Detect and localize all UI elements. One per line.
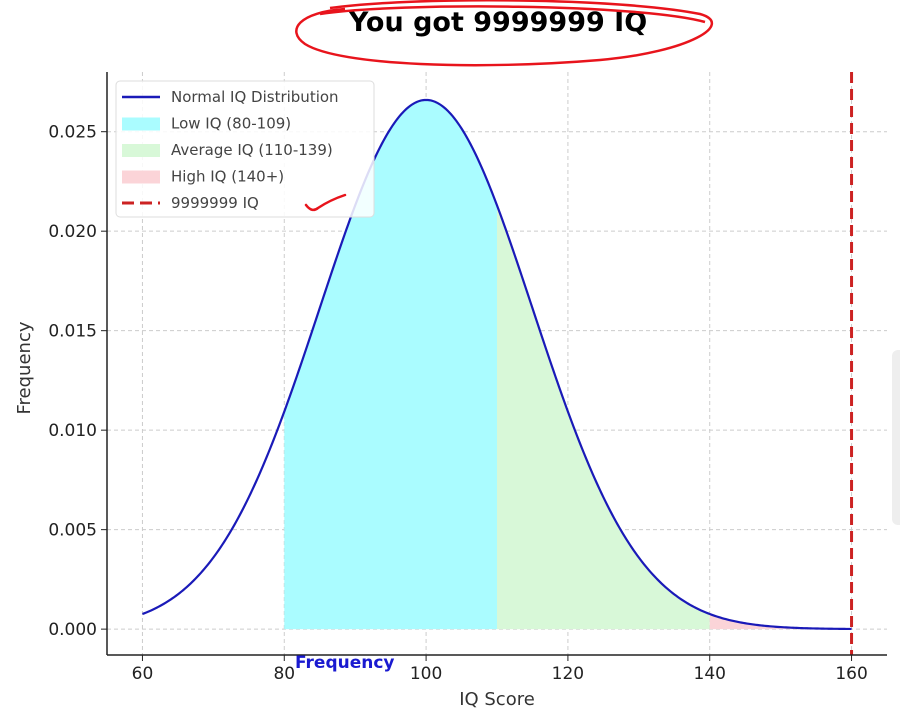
chart-title: You got 9999999 IQ [348,7,647,38]
legend-swatch-fill [122,144,160,157]
x-tick-label: 120 [552,664,584,684]
frequency-annotation: Frequency [295,653,395,673]
legend-entry: Average IQ (110-139) [171,141,333,159]
fill-region-1 [497,205,710,630]
y-tick-label: 0.015 [48,322,97,342]
side-panel-edge[interactable] [892,350,900,525]
legend-swatch-fill [122,170,160,184]
legend-entry: Normal IQ Distribution [171,88,339,106]
y-tick-label: 0.000 [48,620,97,640]
x-tick-label: 140 [694,664,726,684]
y-tick-label: 0.010 [48,421,97,441]
checkmark-scribble [304,193,347,212]
x-tick-label: 160 [835,664,867,684]
legend-entry: 9999999 IQ [171,194,259,212]
y-tick-label: 0.025 [48,123,97,143]
title-scribble-circle [295,0,714,67]
x-tick-label: 80 [273,664,295,684]
legend-entry: Low IQ (80-109) [171,115,291,133]
y-axis-label: Frequency [14,321,35,414]
x-axis-label: IQ Score [459,689,535,710]
y-tick-label: 0.020 [48,222,97,242]
y-tick-label: 0.005 [48,521,97,541]
legend-entry: High IQ (140+) [171,168,284,186]
x-tick-label: 60 [132,664,154,684]
fill-region-0 [284,99,497,630]
distribution-curve [142,98,852,631]
x-tick-label: 100 [410,664,442,684]
legend-box [115,80,375,218]
fill-region-2 [709,614,852,630]
legend-swatch-fill [122,117,160,131]
